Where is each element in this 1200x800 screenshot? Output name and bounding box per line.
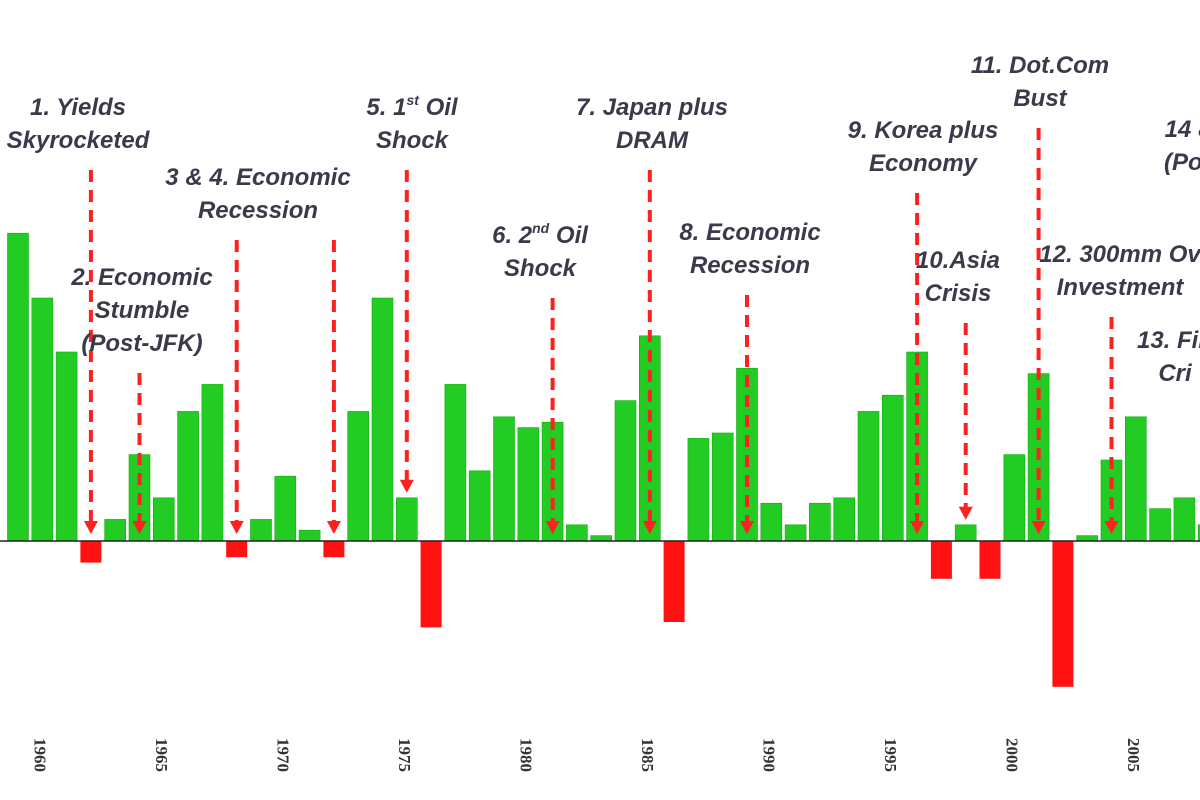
- bar-1963: [104, 519, 126, 542]
- bar-1974: [371, 297, 394, 542]
- annotation-arrow-head: [545, 521, 560, 534]
- bar-1984: [614, 400, 637, 542]
- annotation-arrow-head: [958, 506, 973, 520]
- bar-2000: [1003, 454, 1026, 542]
- bar-1961: [55, 351, 78, 542]
- bar-1998: [954, 524, 977, 542]
- bar-1971: [298, 529, 321, 542]
- annotation-arrow-head: [83, 521, 98, 534]
- x-tick-label: 1995: [881, 738, 900, 772]
- annotation-1: 1. Yields Skyrocketed: [7, 94, 151, 154]
- x-tick-label: 2005: [1124, 738, 1143, 772]
- bar-1972: [323, 541, 345, 558]
- x-tick-label: 1970: [273, 738, 292, 772]
- x-tick-label: 1965: [152, 738, 171, 772]
- annotation-9: 10.Asia Crisis: [916, 247, 1000, 307]
- x-tick-label: 1990: [759, 738, 778, 772]
- bar-1986: [663, 541, 685, 622]
- bar-2008: [1197, 524, 1200, 542]
- bar-2005: [1125, 416, 1147, 542]
- bar-1980: [517, 427, 540, 542]
- x-tick-label: 2000: [1002, 738, 1021, 772]
- bar-1983: [590, 535, 613, 542]
- annotation-4: 5. 1st Oil Shock: [366, 92, 458, 154]
- bar-1960: [31, 297, 54, 542]
- bar-1992: [809, 502, 831, 542]
- annotation-7: 8. Economic Recession: [679, 219, 820, 279]
- bar-2002: [1052, 541, 1074, 687]
- bar-1962: [80, 541, 102, 563]
- bar-1968: [226, 541, 248, 558]
- annotation-11: 12. 300mm Ov Investment: [1039, 241, 1200, 301]
- bar-1969: [250, 519, 272, 542]
- bar-1973: [347, 411, 370, 542]
- bar-1967: [201, 384, 224, 542]
- annotation-6: 7. Japan plus DRAM: [576, 94, 728, 154]
- bar-1966: [177, 411, 199, 542]
- annotation-5: 6. 2nd Oil Shock: [492, 220, 589, 282]
- bar-1994: [857, 411, 880, 542]
- x-tick-label: 1980: [516, 738, 535, 772]
- arrows-group: [83, 128, 1119, 534]
- bar-1976: [420, 541, 442, 628]
- bar-1979: [493, 416, 515, 542]
- bar-1999: [979, 541, 1001, 579]
- bar-1990: [760, 502, 783, 542]
- annotation-arrow-head: [399, 479, 414, 493]
- x-tick-label: 1985: [638, 738, 657, 772]
- bar-1988: [711, 432, 734, 542]
- bar-1993: [833, 497, 856, 542]
- bar-1959: [7, 232, 29, 542]
- annotation-arrow-head: [132, 521, 147, 534]
- annotation-10: 11. Dot.Com Bust: [971, 52, 1109, 112]
- bar-1991: [784, 524, 807, 542]
- bar-1965: [153, 497, 175, 542]
- bar-1997: [930, 541, 952, 579]
- annotation-arrow-head: [910, 521, 925, 534]
- x-tick-label: 1960: [30, 738, 49, 772]
- x-tick-labels: 1960 1965 1970 1975 1980 1985 1990 1995 2000 2005: [30, 738, 1143, 772]
- annotation-arrow-head: [1104, 521, 1119, 534]
- annotation-arrow-head: [229, 521, 244, 534]
- bar-2003: [1076, 535, 1098, 542]
- bar-2007: [1173, 497, 1196, 542]
- bar-1987: [687, 438, 710, 542]
- bar-1975: [395, 497, 418, 542]
- bar-1982: [566, 524, 588, 542]
- annotation-12: 13. FinCri: [1137, 327, 1200, 387]
- bar-1995: [881, 394, 904, 542]
- annotations-group: 1. Yields Skyrocketed 2. Economic Stumble (P…: [7, 52, 1200, 387]
- annotation-3: 3 & 4. Economic Recession: [165, 164, 350, 224]
- annotation-arrow-head: [326, 521, 341, 534]
- annotation-13: 14 &(Pos: [1164, 116, 1200, 176]
- bar-1977: [444, 384, 467, 542]
- bar-1978: [468, 470, 491, 542]
- annotation-arrow-head: [1031, 521, 1046, 534]
- bar-1970: [274, 475, 297, 542]
- x-tick-label: 1975: [395, 738, 414, 772]
- annotation-2: 2. Economic Stumble (Post-JFK): [70, 264, 212, 357]
- annotation-8: 9. Korea plus Economy: [848, 117, 999, 177]
- bar-2006: [1149, 508, 1171, 542]
- annotation-arrow-head: [740, 521, 754, 534]
- annotation-arrow-head: [642, 521, 657, 534]
